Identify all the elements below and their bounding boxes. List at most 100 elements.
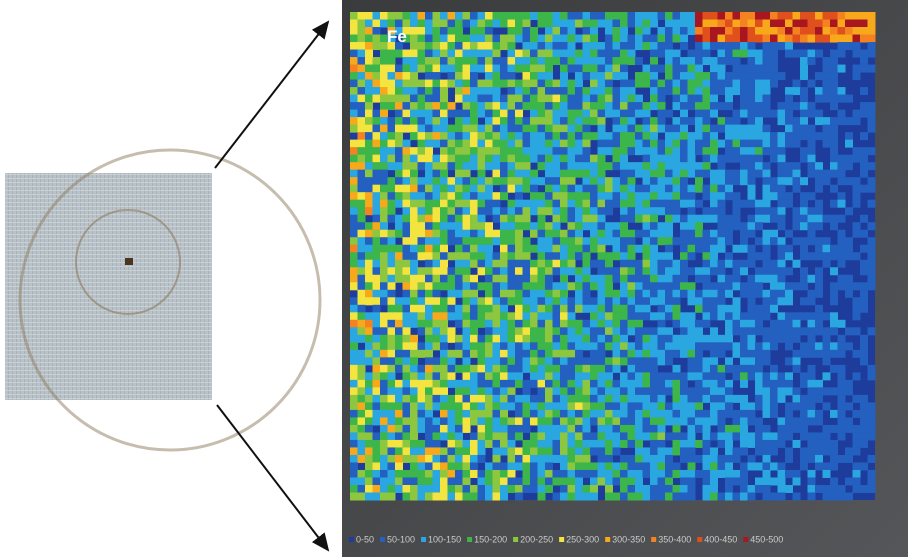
map-cell: [432, 312, 441, 321]
map-cell: [740, 12, 748, 21]
map-cell: [410, 267, 418, 276]
map-cell: [507, 424, 516, 433]
map-cell: [462, 139, 471, 148]
map-cell: [470, 237, 478, 246]
map-cell: [432, 109, 441, 118]
map-cell: [785, 12, 793, 21]
map-cell: [500, 169, 508, 178]
map-cell: [672, 447, 681, 456]
map-cell: [485, 364, 493, 373]
legend-label: 100-150: [428, 534, 461, 544]
map-cell: [515, 297, 523, 306]
map-cell: [777, 214, 786, 223]
map-cell: [440, 244, 448, 253]
map-cell: [837, 244, 846, 253]
map-cell: [770, 492, 778, 501]
map-cell: [425, 409, 433, 418]
map-cell: [792, 214, 801, 223]
map-cell: [627, 117, 636, 126]
map-cell: [515, 357, 523, 366]
map-cell: [410, 49, 418, 58]
map-cell: [492, 214, 501, 223]
map-cell: [777, 439, 786, 448]
map-cell: [687, 334, 696, 343]
map-cell: [387, 79, 396, 88]
map-cell: [402, 327, 411, 336]
map-cell: [485, 229, 493, 238]
map-cell: [582, 402, 591, 411]
map-cell: [657, 177, 666, 186]
map-cell: [642, 64, 651, 73]
map-cell: [545, 154, 553, 163]
map-cell: [762, 424, 771, 433]
map-cell: [470, 27, 478, 36]
map-cell: [785, 94, 793, 103]
map-cell: [575, 334, 583, 343]
map-cell: [740, 132, 748, 141]
map-cell: [770, 12, 778, 21]
map-cell: [830, 319, 838, 328]
map-cell: [380, 42, 388, 51]
map-cell: [552, 379, 561, 388]
map-cell: [507, 417, 516, 426]
map-cell: [702, 184, 711, 193]
map-cell: [500, 462, 508, 471]
map-cell: [417, 192, 426, 201]
map-cell: [552, 79, 561, 88]
map-cell: [590, 72, 598, 81]
map-cell: [432, 79, 441, 88]
map-cell: [492, 319, 501, 328]
map-cell: [800, 379, 808, 388]
map-cell: [417, 184, 426, 193]
map-cell: [710, 447, 718, 456]
map-cell: [567, 117, 576, 126]
map-cell: [785, 244, 793, 253]
map-cell: [650, 334, 658, 343]
map-cell: [350, 492, 358, 501]
map-cell: [372, 169, 381, 178]
map-cell: [852, 222, 861, 231]
map-cell: [792, 334, 801, 343]
map-cell: [680, 252, 688, 261]
map-cell: [792, 402, 801, 411]
map-cell: [822, 132, 831, 141]
map-cell: [432, 184, 441, 193]
map-cell: [357, 222, 366, 231]
map-cell: [830, 132, 838, 141]
map-cell: [402, 379, 411, 388]
map-cell: [792, 387, 801, 396]
map-cell: [410, 304, 418, 313]
map-cell: [350, 124, 358, 133]
map-cell: [717, 289, 726, 298]
map-cell: [612, 102, 621, 111]
map-cell: [792, 162, 801, 171]
map-cell: [747, 94, 756, 103]
map-cell: [522, 207, 531, 216]
map-cell: [477, 154, 486, 163]
map-cell: [582, 49, 591, 58]
map-cell: [605, 259, 613, 268]
map-cell: [380, 109, 388, 118]
map-cell: [365, 394, 373, 403]
map-cell: [440, 312, 448, 321]
map-cell: [597, 109, 606, 118]
map-cell: [492, 304, 501, 313]
map-cell: [725, 334, 733, 343]
map-cell: [612, 387, 621, 396]
map-cell: [590, 102, 598, 111]
map-cell: [852, 199, 861, 208]
map-cell: [545, 192, 553, 201]
map-cell: [530, 109, 538, 118]
map-cell: [852, 109, 861, 118]
map-cell: [395, 19, 403, 28]
map-cell: [417, 162, 426, 171]
map-cell: [500, 379, 508, 388]
map-cell: [515, 492, 523, 501]
map-cell: [762, 267, 771, 276]
map-cell: [530, 304, 538, 313]
map-cell: [770, 49, 778, 58]
map-cell: [515, 454, 523, 463]
map-cell: [560, 87, 568, 96]
map-cell: [365, 387, 373, 396]
map-cell: [567, 177, 576, 186]
